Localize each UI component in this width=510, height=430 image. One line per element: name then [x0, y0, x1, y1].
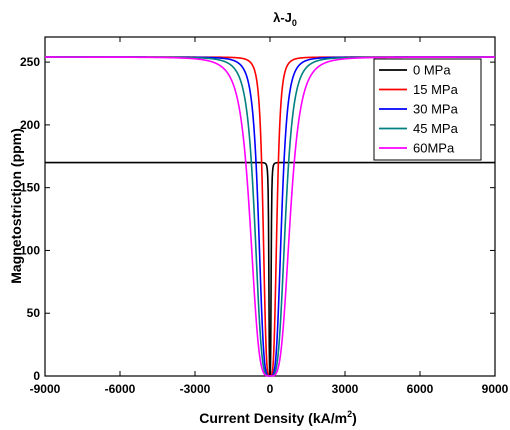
- x-axis-title-superscript: 2: [347, 409, 352, 419]
- legend-label: 45 MPa: [413, 121, 459, 136]
- svg-text:λ-J0: λ-J0: [273, 10, 297, 28]
- y-axis-ticks: 0 50 100 150 200 250: [20, 55, 495, 383]
- x-axis-title-tail: ): [352, 410, 357, 426]
- x-tick-label: 0: [267, 382, 274, 396]
- chart-title: λ-J0: [273, 10, 297, 28]
- y-axis-title: Magnetostriction (ppm): [8, 128, 24, 284]
- series-lines: [45, 56, 495, 377]
- x-axis-title-text: Current Density (kA/m: [199, 410, 347, 426]
- x-tick-label: -6000: [105, 382, 136, 396]
- y-tick-label: 150: [20, 181, 40, 195]
- series-line-0: [45, 161, 495, 377]
- x-tick-label: -3000: [180, 382, 211, 396]
- x-tick-label: 9000: [482, 382, 509, 396]
- legend-label: 0 MPa: [413, 63, 451, 78]
- x-axis-ticks: -9000 -6000 -3000 0 3000 6000 9000: [30, 37, 509, 396]
- legend: 0 MPa 15 MPa 30 MPa 45 MPa 60MPa: [373, 58, 482, 161]
- legend-label: 30 MPa: [413, 102, 459, 117]
- y-tick-label: 0: [33, 369, 40, 383]
- x-tick-label: 3000: [332, 382, 359, 396]
- chart-title-text: λ-J: [273, 10, 292, 25]
- y-tick-label: 200: [20, 118, 40, 132]
- y-tick-label: 100: [20, 243, 40, 257]
- chart-title-subscript: 0: [292, 18, 297, 28]
- x-axis-title: Current Density (kA/m2): [199, 409, 357, 426]
- x-tick-label: 6000: [407, 382, 434, 396]
- legend-label: 15 MPa: [413, 82, 459, 97]
- x-tick-label: -9000: [30, 382, 61, 396]
- y-tick-label: 250: [20, 55, 40, 69]
- legend-label: 60MPa: [413, 141, 455, 156]
- series-line-4: [45, 56, 495, 377]
- y-tick-label: 50: [27, 306, 41, 320]
